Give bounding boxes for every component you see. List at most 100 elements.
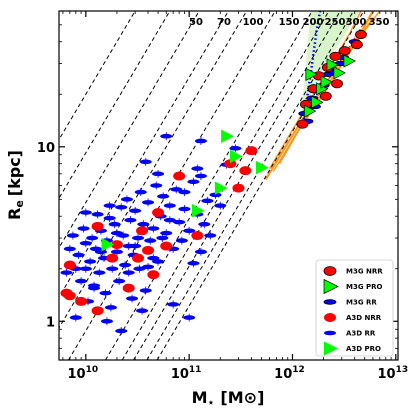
legend-label: A3D NRR	[346, 314, 382, 322]
a3d-pro-point	[221, 129, 234, 143]
a3d-rr-point	[132, 235, 145, 241]
a3d-rr-point	[91, 212, 104, 217]
dashed-line-label: 50	[189, 17, 203, 28]
a3d-rr-point	[198, 221, 211, 227]
a3d-rr-point	[142, 264, 155, 270]
dashed-line	[59, 11, 200, 249]
a3d-nrr-point	[63, 260, 76, 270]
a3d-rr-point	[156, 235, 169, 241]
a3d-rr-point	[187, 179, 200, 185]
x-axis-label: M⋆ [M⊙]	[192, 388, 265, 409]
legend-label: A3D RR	[346, 330, 376, 338]
a3d-rr-point	[129, 208, 142, 214]
a3d-nrr-point	[91, 221, 104, 231]
m3g-pro-point	[320, 75, 333, 89]
dashed-line-label: 350	[369, 17, 390, 28]
a3d-nrr-point	[245, 146, 258, 156]
a3d-nrr-point	[132, 253, 145, 263]
a3d-rr-point	[157, 194, 170, 199]
m3g-pro-point	[326, 58, 339, 72]
dashed-line	[59, 11, 248, 329]
m3g-nrr-point	[319, 91, 332, 101]
a3d-rr-point	[120, 197, 133, 202]
a3d-rr-point	[66, 233, 79, 238]
a3d-pro-point	[101, 237, 115, 252]
a3d-rr-point	[147, 255, 160, 261]
legend-marker-triangle	[323, 278, 339, 295]
a3d-rr-point	[170, 187, 183, 192]
a3d-rr-point	[136, 308, 149, 313]
dashed-line-label: 250	[325, 17, 346, 28]
a3d-nrr-point	[136, 226, 149, 236]
a3d-nrr-point	[191, 231, 204, 241]
a3d-rr-point	[84, 259, 97, 264]
dashed-line	[59, 11, 136, 141]
dashed-line-labels: 50 70 100 150 200 250 300 350	[189, 17, 389, 28]
a3d-rr-point	[214, 203, 227, 208]
legend: M3G NRR M3G PRO M3G RR A3D NRR A3D RR A3D PRO	[315, 259, 394, 357]
a3d-nrr-point	[110, 240, 123, 250]
a3d-rr-point	[113, 278, 126, 284]
a3d-rr-point	[194, 138, 207, 144]
a3d-rr-point	[152, 171, 165, 177]
a3d-pro-point	[229, 149, 243, 164]
fit-curve-red-dashed	[303, 21, 366, 122]
a3d-nrr-point	[239, 166, 252, 176]
legend-marker-ellipse-small	[324, 330, 336, 336]
m3g-nrr-point	[350, 40, 363, 50]
a3d-rr-point	[150, 183, 163, 188]
dashed-lines-layer	[59, 11, 365, 360]
a3d-nrr-point	[152, 208, 165, 218]
legend-marker-ellipse	[324, 313, 336, 322]
a3d-rr-point	[75, 278, 88, 284]
a3d-rr-point	[144, 238, 157, 243]
a3d-nrr-point	[122, 283, 135, 293]
a3d-rr-point	[139, 159, 152, 165]
legend-label: A3D PRO	[346, 345, 381, 353]
dashed-line-label: 200	[303, 17, 324, 28]
m3g-pro-point	[333, 66, 346, 80]
dashed-line-label: 70	[217, 17, 231, 28]
dashed-line	[105, 11, 313, 360]
dashed-line	[68, 11, 276, 360]
a3d-rr-point	[187, 260, 200, 266]
a3d-rr-point	[194, 249, 207, 255]
a3d-rr-point	[79, 240, 92, 246]
a3d-rr-point	[139, 288, 152, 293]
a3d-rr-point	[134, 189, 147, 195]
a3d-rr-point	[108, 221, 121, 227]
dashed-line-label: 300	[346, 17, 367, 28]
a3d-rr-point	[69, 315, 82, 320]
a3d-rr-point	[88, 285, 101, 291]
a3d-rr-point	[142, 200, 155, 205]
m3g-pro-point	[343, 54, 356, 68]
a3d-rr-point	[175, 238, 188, 243]
a3d-rr-point	[110, 249, 123, 255]
a3d-rr-point	[137, 221, 150, 227]
a3d-rr-point	[63, 246, 76, 252]
a3d-nrr-point	[142, 245, 155, 255]
a3d-rr-point	[115, 205, 128, 210]
a3d-rr-point	[126, 296, 139, 301]
x-tick-label: 1010	[68, 365, 99, 382]
a3d-rr-point	[115, 328, 128, 334]
axis-ticks: 1010 1011 1012 1013 1 10	[37, 10, 408, 382]
x-tick-label: 1011	[171, 365, 202, 382]
a3d-rr-point	[160, 230, 173, 236]
a3d-pro-point	[191, 203, 205, 218]
m3g-nrr-point	[296, 119, 309, 129]
a3d-rr-point	[99, 290, 112, 296]
a3d-rr-point	[79, 266, 92, 272]
a3d-rr-point	[104, 305, 117, 310]
dashed-line	[59, 11, 171, 200]
a3d-rr-point	[191, 166, 204, 171]
a3d-rr-point	[163, 203, 176, 208]
y-axis-label: Re[kpc]	[5, 150, 26, 220]
a3d-rr-point	[183, 315, 196, 320]
legend-marker-triangle	[324, 341, 338, 356]
a3d-rr-point	[178, 206, 191, 212]
a3d-rr-point	[86, 235, 99, 241]
m3g-pro-point	[305, 67, 318, 81]
m3g-nrr-point	[355, 29, 367, 40]
a3d-rr-point	[100, 318, 113, 324]
